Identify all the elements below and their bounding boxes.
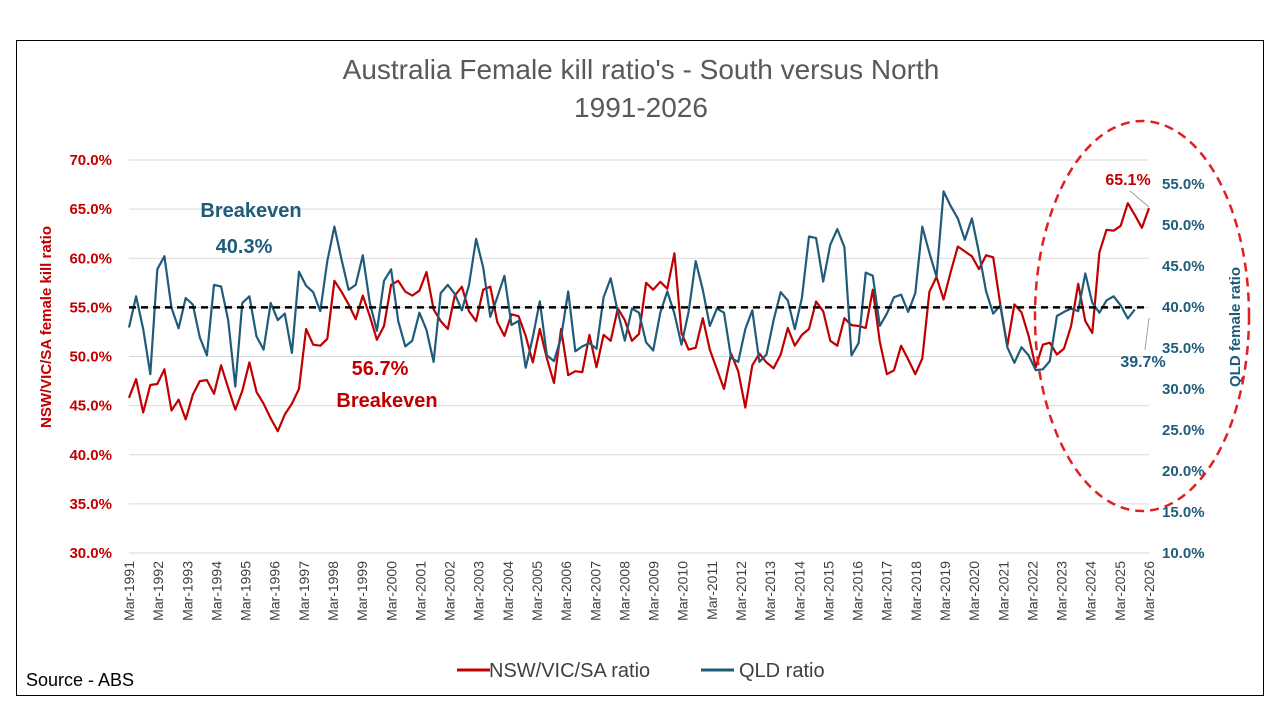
x-tick-label: Mar-2005 — [529, 561, 545, 621]
annotation-last-qld-value: 39.7% — [1120, 354, 1165, 371]
right-axis-title: QLD female ratio — [1227, 267, 1244, 387]
x-tick-label: Mar-1997 — [296, 561, 312, 621]
x-tick-label: Mar-2012 — [733, 561, 749, 621]
x-tick-label: Mar-2025 — [1112, 561, 1128, 621]
series-lines — [127, 190, 1151, 433]
leader-line-south — [1129, 190, 1150, 208]
x-tick-label: Mar-1993 — [179, 561, 195, 621]
x-tick-label: Mar-2013 — [762, 561, 778, 621]
chart-subtitle: 1991-2026 — [574, 92, 708, 123]
x-tick-label: Mar-1992 — [150, 561, 166, 621]
right-tick-label: 25.0% — [1162, 422, 1205, 439]
x-tick-label: Mar-2018 — [908, 561, 924, 621]
x-tick-label: Mar-2014 — [791, 561, 807, 621]
annotation-qld-breakeven-word: Breakeven — [200, 200, 301, 222]
x-tick-label: Mar-1996 — [267, 561, 283, 621]
right-tick-label: 20.0% — [1162, 463, 1205, 480]
x-tick-label: Mar-2026 — [1141, 561, 1157, 621]
legend-label-qld: QLD ratio — [739, 660, 825, 682]
left-tick-label: 70.0% — [69, 152, 112, 169]
legend-label-south: NSW/VIC/SA ratio — [489, 660, 650, 682]
x-tick-label: Mar-2002 — [442, 561, 458, 621]
annotation-last-south-value: 65.1% — [1105, 172, 1150, 189]
x-tick-label: Mar-2004 — [500, 561, 516, 621]
x-tick-label: Mar-2009 — [646, 561, 662, 621]
y-axis-right: 55.0% 50.0% 45.0% 40.0% 35.0% 30.0% 25.0% 20.0%… — [1162, 176, 1205, 562]
x-tick-label: Mar-2007 — [587, 561, 603, 621]
left-tick-label: 65.0% — [69, 201, 112, 218]
y-axis-left: 70.0% 65.0% 60.0% 55.0% 50.0% 45.0% 40.0% 35.0%… — [69, 152, 112, 562]
left-tick-label: 45.0% — [69, 398, 112, 415]
right-tick-label: 10.0% — [1162, 545, 1205, 562]
left-tick-label: 35.0% — [69, 496, 112, 513]
left-tick-label: 30.0% — [69, 545, 112, 562]
x-tick-label: Mar-1995 — [238, 561, 254, 621]
chart-frame: 70.0% 65.0% 60.0% 55.0% 50.0% 45.0% 40.0% 35.0%… — [16, 40, 1264, 696]
right-tick-label: 35.0% — [1162, 340, 1205, 357]
x-tick-label: Mar-2016 — [850, 561, 866, 621]
left-tick-label: 55.0% — [69, 299, 112, 316]
x-tick-label: Mar-2011 — [704, 561, 720, 620]
x-tick-label: Mar-2021 — [995, 561, 1011, 621]
series-line-qld — [127, 190, 1136, 388]
right-tick-label: 50.0% — [1162, 217, 1205, 234]
chart-canvas: 70.0% 65.0% 60.0% 55.0% 50.0% 45.0% 40.0% 35.0%… — [26, 54, 1251, 690]
annotation-south-breakeven-word: Breakeven — [336, 390, 437, 412]
x-tick-label: Mar-2022 — [1024, 561, 1040, 621]
source-note: Source - ABS — [26, 670, 134, 690]
x-tick-label: Mar-2020 — [966, 561, 982, 621]
x-axis: Mar-1991 Mar-1992 Mar-1993 Mar-1994 Mar-1995… — [121, 561, 1157, 621]
x-tick-label: Mar-2015 — [820, 561, 836, 621]
x-tick-label: Mar-2006 — [558, 561, 574, 621]
x-tick-label: Mar-2023 — [1054, 561, 1070, 621]
x-tick-label: Mar-2000 — [383, 561, 399, 621]
highlight-ellipse — [1033, 119, 1251, 513]
right-tick-label: 30.0% — [1162, 381, 1205, 398]
left-axis-title: NSW/VIC/SA female kill ratio — [38, 226, 55, 428]
right-tick-label: 45.0% — [1162, 258, 1205, 275]
left-tick-label: 60.0% — [69, 250, 112, 267]
annotation-south-breakeven-value: 56.7% — [352, 358, 409, 380]
right-tick-label: 40.0% — [1162, 299, 1205, 316]
x-tick-label: Mar-1998 — [325, 561, 341, 621]
x-tick-label: Mar-2024 — [1083, 561, 1099, 621]
right-tick-label: 15.0% — [1162, 504, 1205, 521]
x-tick-label: Mar-2001 — [412, 561, 428, 621]
left-tick-label: 40.0% — [69, 447, 112, 464]
series-line-south — [127, 202, 1151, 433]
x-tick-label: Mar-2017 — [879, 561, 895, 621]
x-tick-label: Mar-2003 — [471, 561, 487, 621]
x-tick-label: Mar-2019 — [937, 561, 953, 621]
x-tick-label: Mar-2010 — [675, 561, 691, 621]
x-tick-label: Mar-1999 — [354, 561, 370, 621]
leader-line-qld — [1144, 317, 1150, 351]
left-tick-label: 50.0% — [69, 349, 112, 366]
annotation-qld-breakeven-value: 40.3% — [216, 236, 273, 258]
x-tick-label: Mar-2008 — [616, 561, 632, 621]
x-tick-label: Mar-1994 — [208, 561, 224, 621]
x-tick-label: Mar-1991 — [121, 561, 137, 621]
legend: NSW/VIC/SA ratio QLD ratio — [457, 660, 825, 682]
chart-title: Australia Female kill ratio's - South ve… — [343, 54, 940, 85]
right-tick-label: 55.0% — [1162, 176, 1205, 193]
